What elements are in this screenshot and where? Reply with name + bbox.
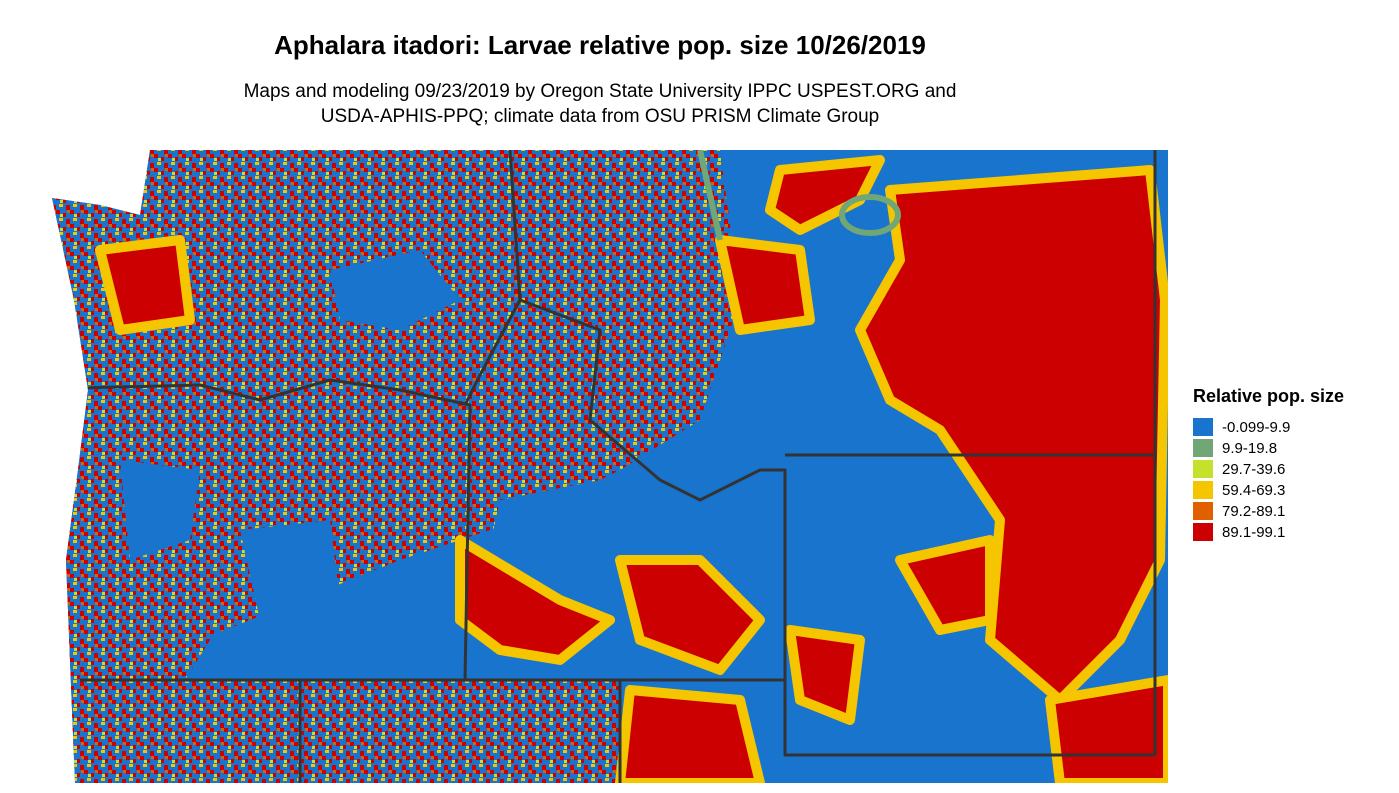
legend-swatch xyxy=(1193,439,1213,457)
map-subtitle: USDA-APHIS-PPQ; climate data from OSU PR… xyxy=(321,106,880,127)
legend-title: Relative pop. size xyxy=(1193,386,1344,406)
legend-label: 9.9-19.8 xyxy=(1222,440,1277,457)
legend-swatch xyxy=(1193,523,1213,541)
legend-label: 89.1-99.1 xyxy=(1222,524,1285,541)
legend: -0.099-9.9 9.9-19.8 29.7-39.6 59.4-69.3 79.2… xyxy=(1193,418,1290,541)
map-title: Aphalara itadori: Larvae relative pop. s… xyxy=(274,30,926,60)
legend-label: 59.4-69.3 xyxy=(1222,482,1285,499)
legend-swatch xyxy=(1193,481,1213,499)
legend-label: 29.7-39.6 xyxy=(1222,461,1285,478)
legend-swatch xyxy=(1193,460,1213,478)
legend-label: -0.099-9.9 xyxy=(1222,419,1290,436)
map-raster xyxy=(52,150,1168,783)
legend-swatch xyxy=(1193,418,1213,436)
map-subtitle: Maps and modeling 09/23/2019 by Oregon S… xyxy=(244,81,957,102)
legend-label: 79.2-89.1 xyxy=(1222,503,1285,520)
legend-swatch xyxy=(1193,502,1213,520)
